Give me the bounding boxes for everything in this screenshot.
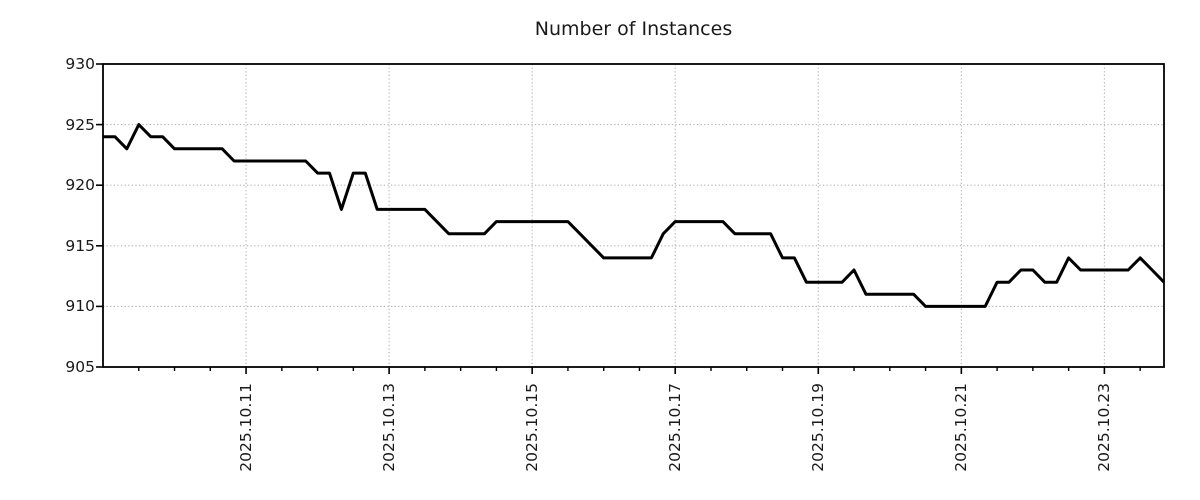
y-tick-label: 925 [65,116,95,134]
x-tick-label: 2025.10.13 [380,383,398,472]
y-tick-label: 910 [65,297,95,315]
x-tick-label: 2025.10.15 [523,383,541,472]
x-tick-label: 2025.10.11 [237,383,255,472]
x-tick-label: 2025.10.19 [809,383,827,472]
x-tick-label: 2025.10.23 [1095,383,1113,472]
y-tick-label: 920 [65,176,95,194]
chart-title: Number of Instances [534,18,733,40]
y-tick-label: 905 [65,358,95,376]
x-tick-label: 2025.10.21 [952,383,970,472]
y-tick-label: 930 [65,55,95,73]
x-tick-label: 2025.10.17 [666,383,684,472]
y-tick-label: 915 [65,237,95,255]
